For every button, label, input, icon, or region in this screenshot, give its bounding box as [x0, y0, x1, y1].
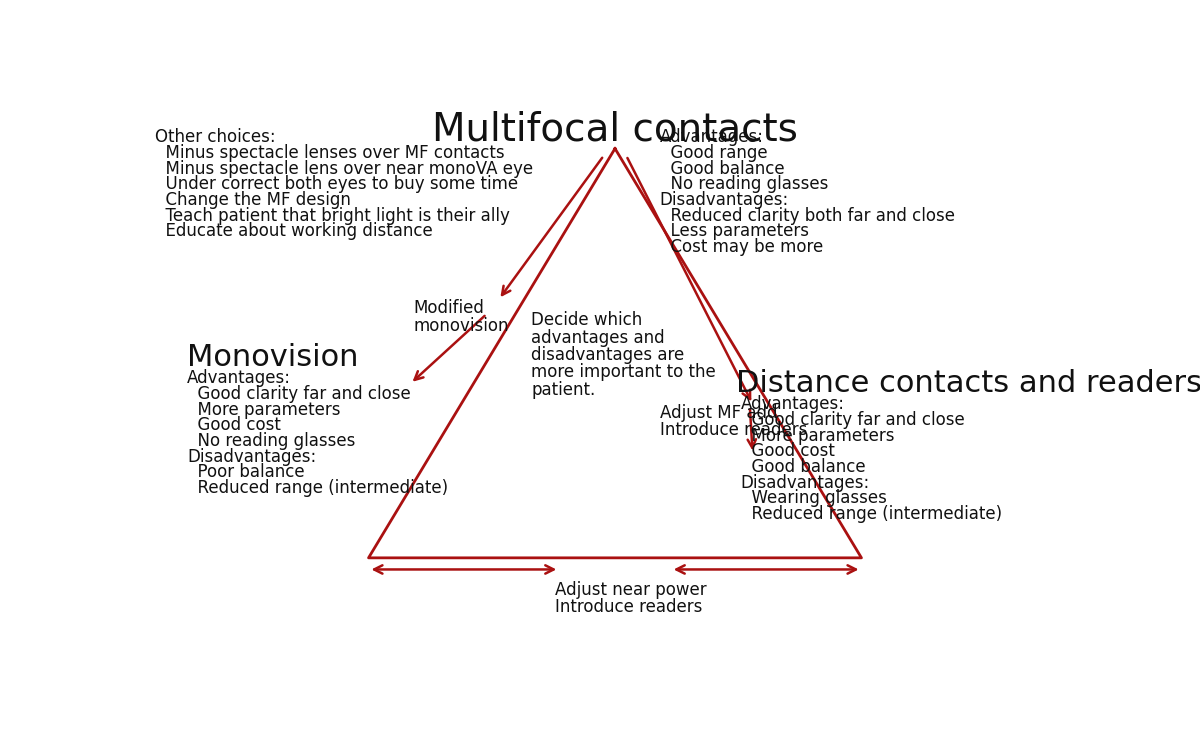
- Text: Less parameters: Less parameters: [660, 222, 809, 241]
- Text: Advantages:: Advantages:: [740, 395, 845, 413]
- Text: Reduced clarity both far and close: Reduced clarity both far and close: [660, 207, 955, 225]
- Text: monovision: monovision: [413, 317, 509, 335]
- Text: Decide which: Decide which: [532, 311, 642, 329]
- Text: Disadvantages:: Disadvantages:: [187, 448, 317, 465]
- Text: Distance contacts and readers: Distance contacts and readers: [736, 369, 1200, 398]
- Text: No reading glasses: No reading glasses: [660, 175, 828, 193]
- Text: Adjust MF add: Adjust MF add: [660, 404, 778, 422]
- Text: Cost may be more: Cost may be more: [660, 238, 823, 256]
- Text: Advantages:: Advantages:: [660, 128, 763, 146]
- Text: Introduce readers: Introduce readers: [660, 421, 808, 440]
- Text: More parameters: More parameters: [740, 427, 894, 445]
- Text: Change the MF design: Change the MF design: [155, 191, 350, 209]
- Text: Reduced range (intermediate): Reduced range (intermediate): [187, 479, 449, 497]
- Text: Good range: Good range: [660, 144, 767, 162]
- Text: Multifocal contacts: Multifocal contacts: [432, 111, 798, 149]
- Text: Good clarity far and close: Good clarity far and close: [187, 385, 410, 403]
- Text: Disadvantages:: Disadvantages:: [660, 191, 788, 209]
- Text: Other choices:: Other choices:: [155, 128, 275, 146]
- Text: Minus spectacle lenses over MF contacts: Minus spectacle lenses over MF contacts: [155, 144, 504, 162]
- Text: Introduce readers: Introduce readers: [554, 599, 702, 617]
- Text: Good cost: Good cost: [740, 443, 834, 460]
- Text: Minus spectacle lens over near monoVA eye: Minus spectacle lens over near monoVA ey…: [155, 160, 533, 178]
- Text: disadvantages are: disadvantages are: [532, 346, 684, 364]
- Text: No reading glasses: No reading glasses: [187, 432, 355, 450]
- Text: More parameters: More parameters: [187, 400, 341, 418]
- Text: Good clarity far and close: Good clarity far and close: [740, 411, 965, 429]
- Text: patient.: patient.: [532, 381, 595, 399]
- Text: Monovision: Monovision: [187, 343, 359, 372]
- Text: Modified: Modified: [413, 299, 484, 317]
- Text: Good balance: Good balance: [740, 458, 865, 476]
- Text: Adjust near power: Adjust near power: [554, 581, 706, 599]
- Text: Reduced range (intermediate): Reduced range (intermediate): [740, 505, 1002, 523]
- Text: Disadvantages:: Disadvantages:: [740, 474, 870, 492]
- Text: Under correct both eyes to buy some time: Under correct both eyes to buy some time: [155, 175, 517, 193]
- Text: Advantages:: Advantages:: [187, 369, 292, 387]
- Text: advantages and: advantages and: [532, 329, 665, 347]
- Text: Poor balance: Poor balance: [187, 463, 305, 481]
- Text: more important to the: more important to the: [532, 363, 716, 382]
- Text: Good balance: Good balance: [660, 160, 785, 178]
- Text: Educate about working distance: Educate about working distance: [155, 222, 432, 241]
- Text: Good cost: Good cost: [187, 416, 281, 434]
- Text: Teach patient that bright light is their ally: Teach patient that bright light is their…: [155, 207, 510, 225]
- Text: Wearing glasses: Wearing glasses: [740, 489, 887, 507]
